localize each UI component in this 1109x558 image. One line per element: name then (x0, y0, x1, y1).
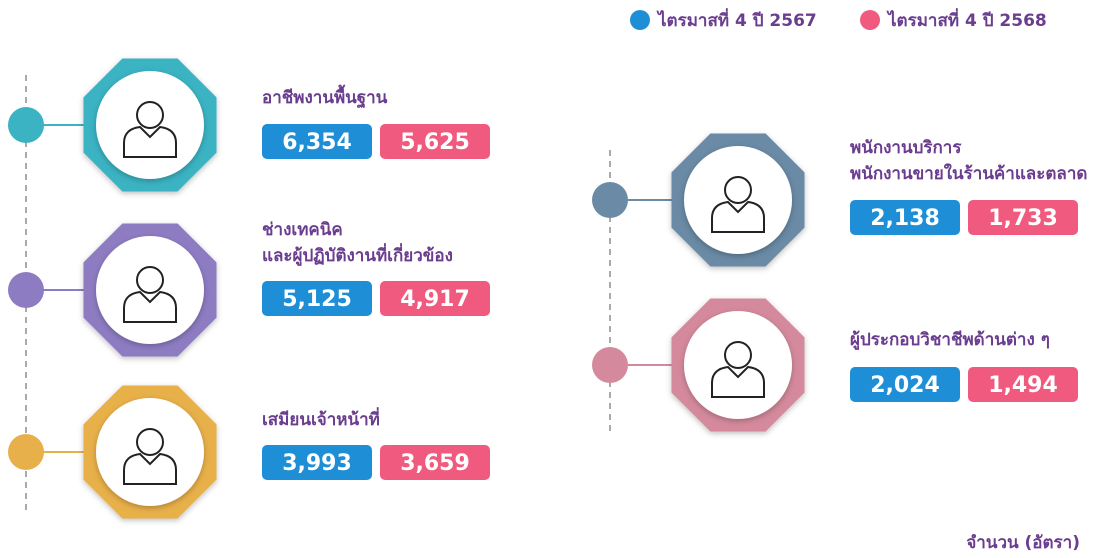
value: 4,917 (400, 287, 470, 312)
icon-head (136, 428, 164, 456)
value: 3,993 (282, 451, 352, 476)
value-box (850, 367, 960, 402)
value-box (380, 281, 490, 316)
value: 2,024 (870, 373, 940, 398)
legend-label: ไตรมาสที่ 4 ปี 2567 (656, 8, 817, 31)
icon (123, 266, 177, 323)
item-label: ช่างเทคนิค (262, 220, 343, 240)
icon-bg (96, 71, 204, 179)
icon-body (123, 290, 177, 323)
footer: จำนวน (อัตรา) (966, 533, 1080, 553)
icon (123, 101, 177, 158)
value: 1,733 (988, 206, 1058, 231)
legend-label: ไตรมาสที่ 4 ปี 2568 (886, 8, 1047, 31)
value: 5,625 (400, 130, 470, 155)
item-label: เสมียนเจ้าหน้าที่ (262, 407, 380, 430)
value: 6,354 (282, 130, 352, 155)
value-box (380, 124, 490, 159)
node-dot (592, 182, 628, 218)
icon-body (711, 200, 765, 233)
value: 1,494 (988, 373, 1058, 398)
item-label: พนักงานขายในร้านค้าและตลาด (850, 163, 1087, 184)
icon-head (136, 101, 164, 129)
value-box (262, 124, 372, 159)
icon-body (123, 125, 177, 158)
icon (711, 176, 765, 233)
node-dot (8, 272, 44, 308)
value-box (380, 445, 490, 480)
icon-bg (96, 236, 204, 344)
icon-body (711, 365, 765, 398)
legend-swatch (860, 10, 880, 30)
node-dot (592, 347, 628, 383)
value-box (850, 200, 960, 235)
icon (123, 428, 177, 485)
node-dot (8, 434, 44, 470)
value: 3,659 (400, 451, 470, 476)
item-label: อาชีพงานพื้นฐาน (262, 84, 388, 109)
value-box (968, 200, 1078, 235)
icon-head (724, 341, 752, 369)
value: 2,138 (870, 206, 940, 231)
icon-bg (96, 398, 204, 506)
icon-bg (684, 146, 792, 254)
icon (711, 341, 765, 398)
node-dot (8, 107, 44, 143)
icon-body (123, 452, 177, 485)
item-label: และผู้ปฏิบัติงานที่เกี่ยวข้อง (262, 243, 453, 267)
value-box (262, 281, 372, 316)
value: 5,125 (282, 287, 352, 312)
value-box (262, 445, 372, 480)
icon-head (724, 176, 752, 204)
value-box (968, 367, 1078, 402)
icon-bg (684, 311, 792, 419)
item-label: พนักงานบริการ (850, 138, 962, 158)
icon-head (136, 266, 164, 294)
legend-swatch (630, 10, 650, 30)
item-label: ผู้ประกอบวิชาชีพด้านต่าง ๆ (850, 329, 1050, 351)
